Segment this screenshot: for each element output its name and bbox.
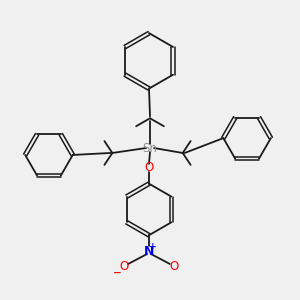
Text: Sn: Sn xyxy=(142,142,158,154)
Text: N: N xyxy=(144,244,154,258)
Text: O: O xyxy=(144,161,154,174)
Text: +: + xyxy=(149,242,157,250)
Text: O: O xyxy=(120,260,129,273)
Text: O: O xyxy=(169,260,178,273)
Text: −: − xyxy=(113,268,122,278)
